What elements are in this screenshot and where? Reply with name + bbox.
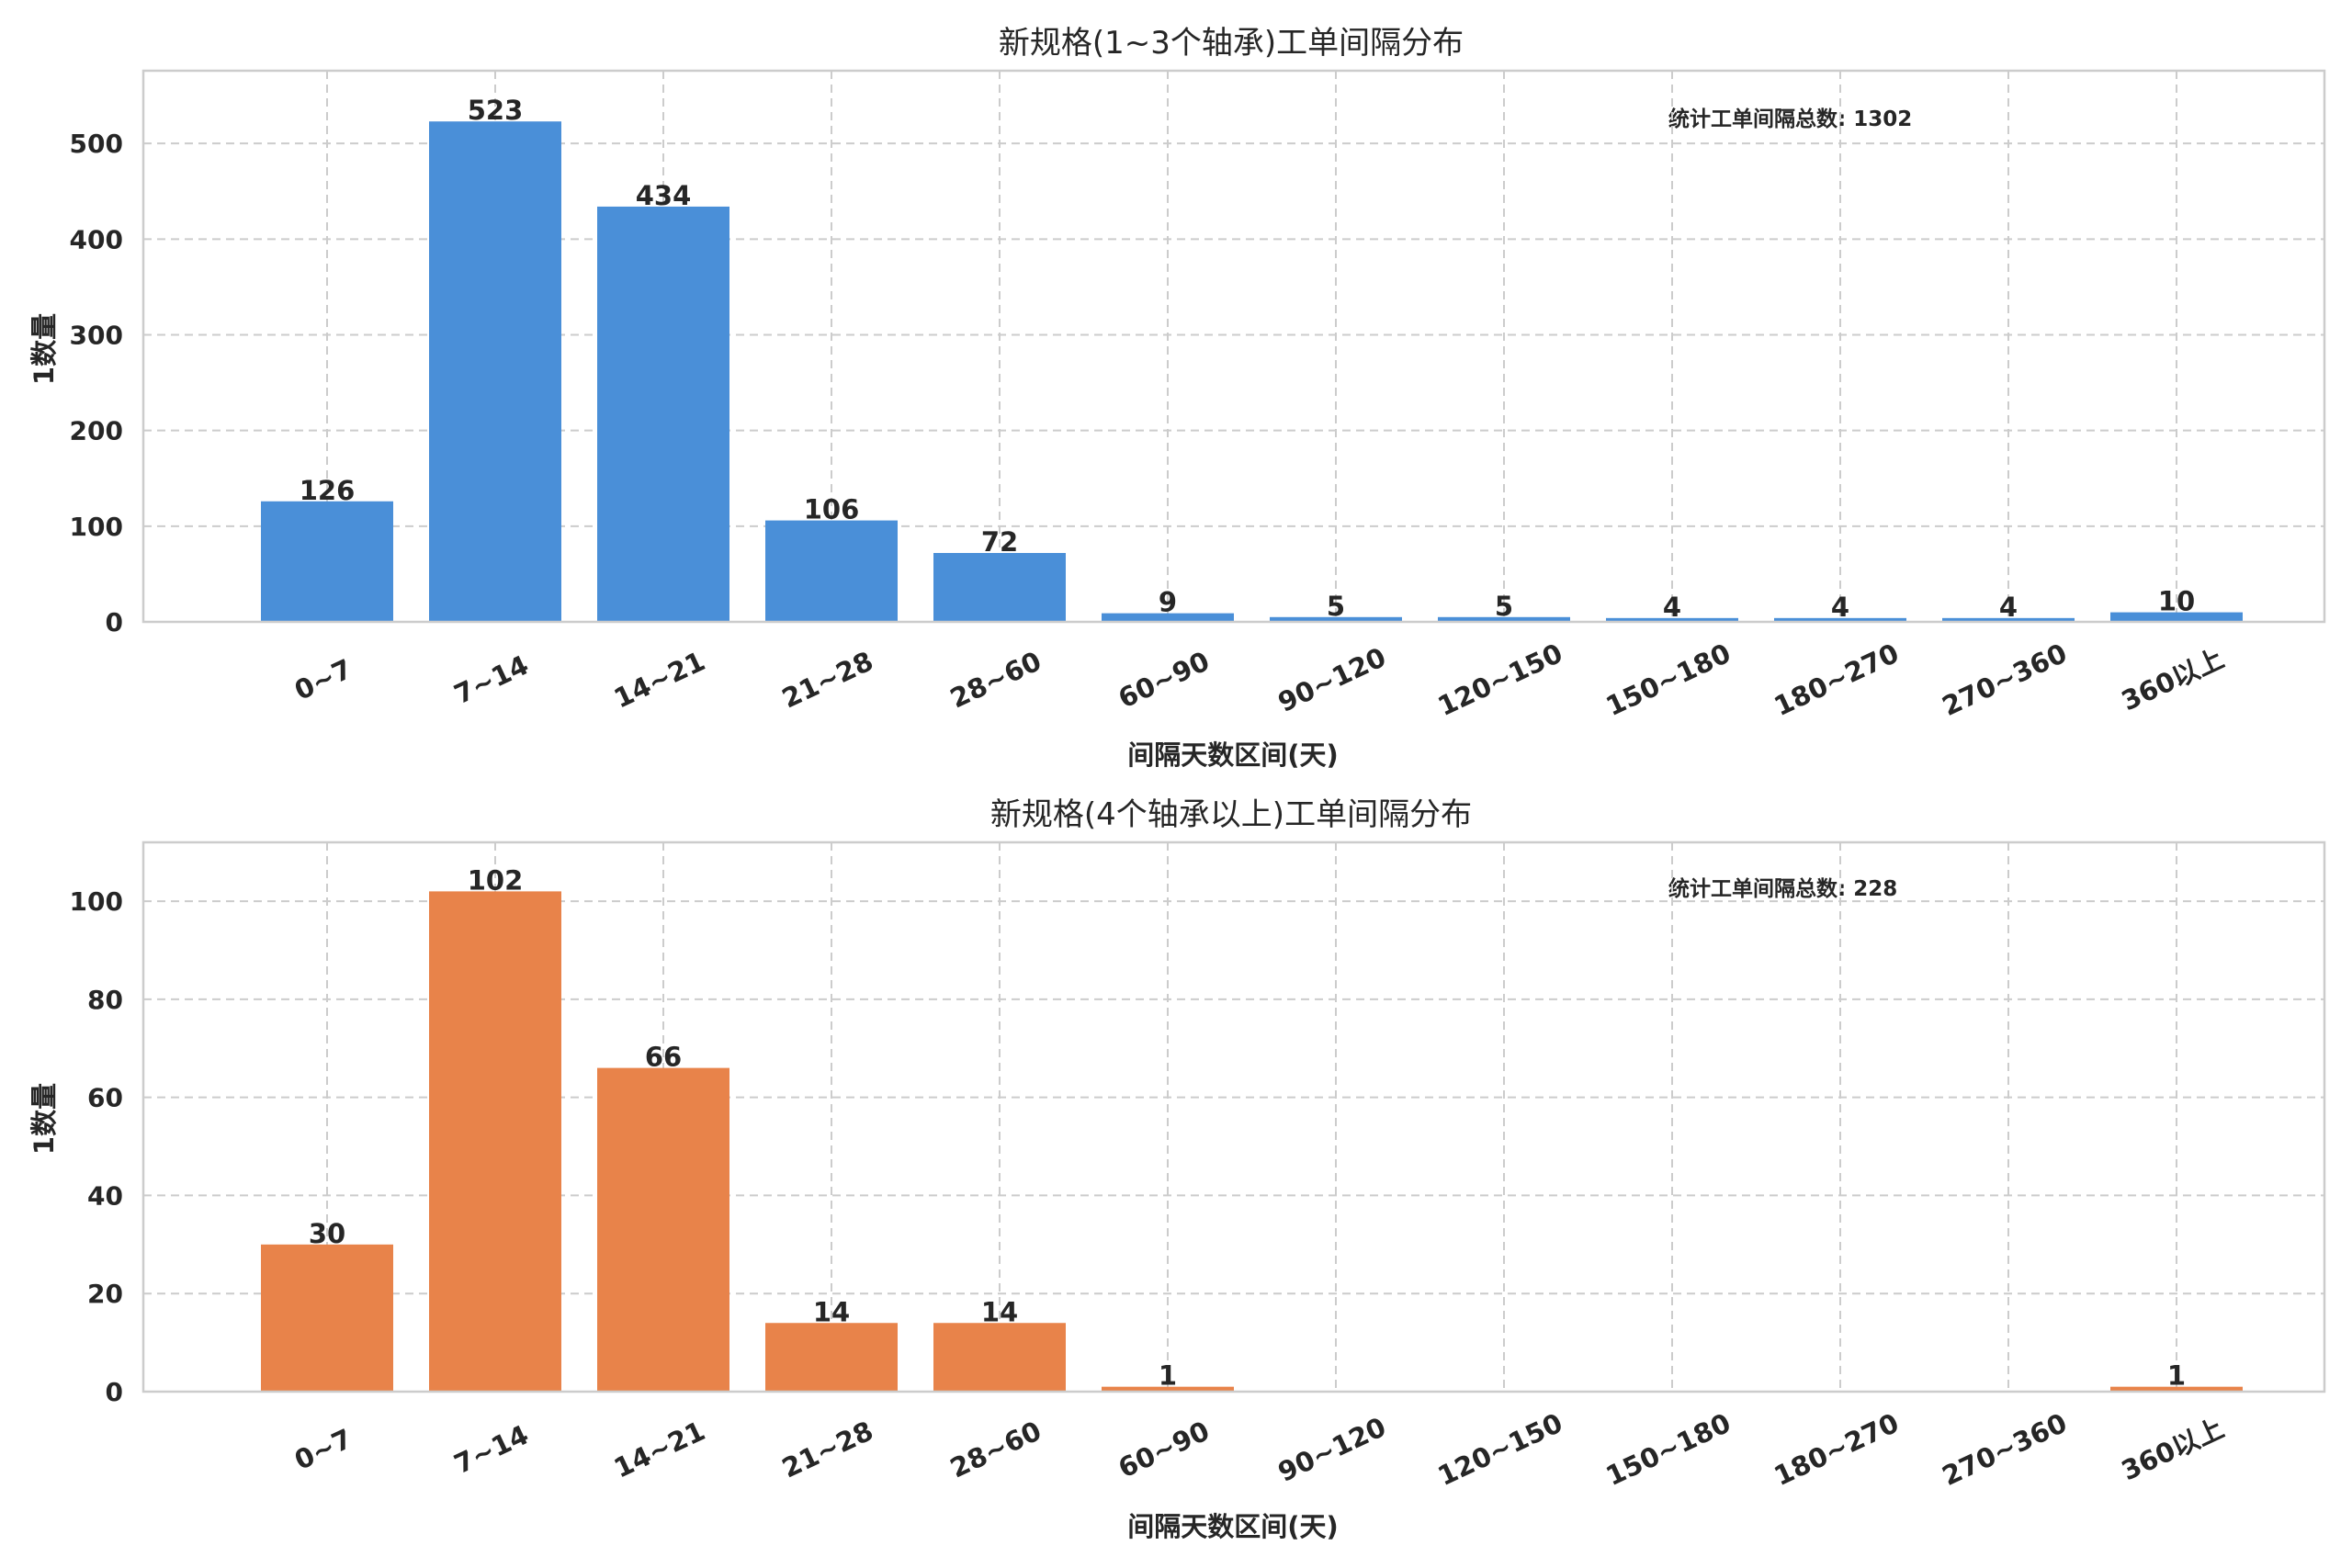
- bar-value-label: 10: [2158, 586, 2195, 617]
- x-tick-label: 14~21: [609, 645, 710, 714]
- x-tick-label: 150~180: [1601, 1407, 1736, 1492]
- bar-value-label: 523: [468, 95, 524, 126]
- bar-value-label: 5: [1495, 591, 1513, 622]
- x-tick-label: 14~21: [609, 1415, 710, 1483]
- x-tick-label: 0~7: [289, 653, 356, 706]
- bar-value-label: 434: [636, 180, 692, 211]
- bar: [2110, 612, 2243, 622]
- x-tick-label: 360以上: [2117, 1412, 2229, 1486]
- chart-bottom: 新规格(4个轴承以上)工单间隔分布 1数量 间隔天数区间(天) 统计工单间隔总数…: [28, 796, 2326, 1542]
- y-tick-label: 0: [106, 607, 123, 637]
- y-tick-label: 80: [87, 985, 123, 1015]
- plot-area: 0 100 200 300 400 500 126 523 434 106 72 9 5 5 4 4 4 10 0~…: [70, 69, 2326, 722]
- x-tick-label: 28~60: [945, 645, 1046, 714]
- bar-value-label: 102: [468, 864, 524, 896]
- y-tick-label: 100: [70, 886, 123, 917]
- bar: [1942, 617, 2075, 622]
- y-tick-label: 0: [106, 1377, 123, 1407]
- chart-top: 新规格(1~3个轴承)工单间隔分布 1数量 间隔天数区间(天) 统计工单间隔总数…: [28, 25, 2326, 771]
- bar: [1774, 617, 1906, 622]
- x-tick-label: 28~60: [945, 1415, 1046, 1483]
- x-tick-label: 150~180: [1601, 637, 1736, 722]
- x-tick-label: 90~120: [1273, 641, 1391, 718]
- bar: [261, 501, 393, 622]
- x-tick-label: 60~90: [1114, 645, 1215, 714]
- bar: [765, 1323, 898, 1392]
- bar-value-label: 14: [813, 1296, 850, 1327]
- x-tick-label: 270~360: [1938, 1407, 2072, 1492]
- bar-value-label: 66: [645, 1042, 682, 1073]
- bar-value-label: 1: [2167, 1360, 2186, 1392]
- bar: [429, 891, 561, 1392]
- x-tick-label: 21~28: [777, 645, 878, 714]
- y-tick-label: 100: [70, 512, 123, 542]
- bar: [429, 121, 561, 623]
- chart-title: 新规格(1~3个轴承)工单间隔分布: [999, 25, 1464, 62]
- bar-value-label: 126: [300, 475, 356, 506]
- x-tick-label: 270~360: [1938, 637, 2072, 722]
- bar: [1606, 617, 1738, 622]
- x-tick-label: 360以上: [2117, 642, 2229, 716]
- bar: [1102, 1386, 1234, 1392]
- y-tick-label: 40: [87, 1180, 123, 1211]
- y-tick-label: 200: [70, 416, 123, 446]
- bar-value-label: 4: [1663, 592, 1681, 623]
- bar-value-label: 1: [1159, 1360, 1177, 1392]
- bar: [933, 1323, 1066, 1392]
- bar: [597, 1067, 729, 1392]
- bar: [765, 520, 898, 622]
- bar-value-label: 4: [1831, 592, 1849, 623]
- total-annotation: 统计工单间隔总数: 228: [1668, 876, 1897, 901]
- y-tick-label: 60: [87, 1083, 123, 1113]
- x-tick-label: 21~28: [777, 1415, 878, 1483]
- plot-frame: [141, 69, 2326, 624]
- bar: [1102, 613, 1234, 622]
- bar-value-label: 72: [981, 526, 1018, 558]
- total-annotation: 统计工单间隔总数: 1302: [1668, 107, 1912, 131]
- x-tick-label: 90~120: [1273, 1411, 1391, 1488]
- bar: [1270, 616, 1402, 622]
- bar: [2110, 1386, 2243, 1392]
- y-axis-label: 1数量: [28, 1083, 60, 1155]
- x-tick-label: 60~90: [1114, 1415, 1215, 1483]
- y-tick-label: 20: [87, 1279, 123, 1309]
- bar-value-label: 14: [981, 1296, 1018, 1327]
- x-tick-label: 120~150: [1433, 1407, 1567, 1492]
- x-axis-label: 间隔天数区间(天): [1127, 739, 1339, 771]
- x-tick-label: 7~14: [449, 1419, 533, 1481]
- x-tick-label: 7~14: [449, 649, 533, 711]
- plot-area: 0 20 40 60 80 100 30 102 66 14 14 1 1 0~7 7~14 14~21 21~…: [70, 840, 2326, 1492]
- bar: [1438, 616, 1570, 622]
- bar: [597, 206, 729, 622]
- x-axis-label: 间隔天数区间(天): [1127, 1511, 1339, 1542]
- x-tick-label: 120~150: [1433, 637, 1567, 722]
- x-tick-label: 180~270: [1770, 1407, 1904, 1492]
- y-tick-label: 400: [70, 224, 123, 254]
- bar-value-label: 9: [1159, 587, 1177, 618]
- plot-frame: [141, 840, 2326, 1393]
- bar: [933, 553, 1066, 622]
- x-tick-label: 0~7: [289, 1423, 356, 1476]
- bar-value-label: 5: [1327, 591, 1345, 622]
- bar-value-label: 106: [804, 494, 860, 525]
- y-tick-label: 300: [70, 321, 123, 351]
- bar: [261, 1244, 393, 1392]
- x-tick-label: 180~270: [1770, 637, 1904, 722]
- y-axis-label: 1数量: [28, 313, 60, 385]
- bar-value-label: 30: [309, 1218, 345, 1249]
- bar-value-label: 4: [1999, 592, 2018, 623]
- y-tick-label: 500: [70, 129, 123, 159]
- chart-title: 新规格(4个轴承以上)工单间隔分布: [990, 796, 1472, 833]
